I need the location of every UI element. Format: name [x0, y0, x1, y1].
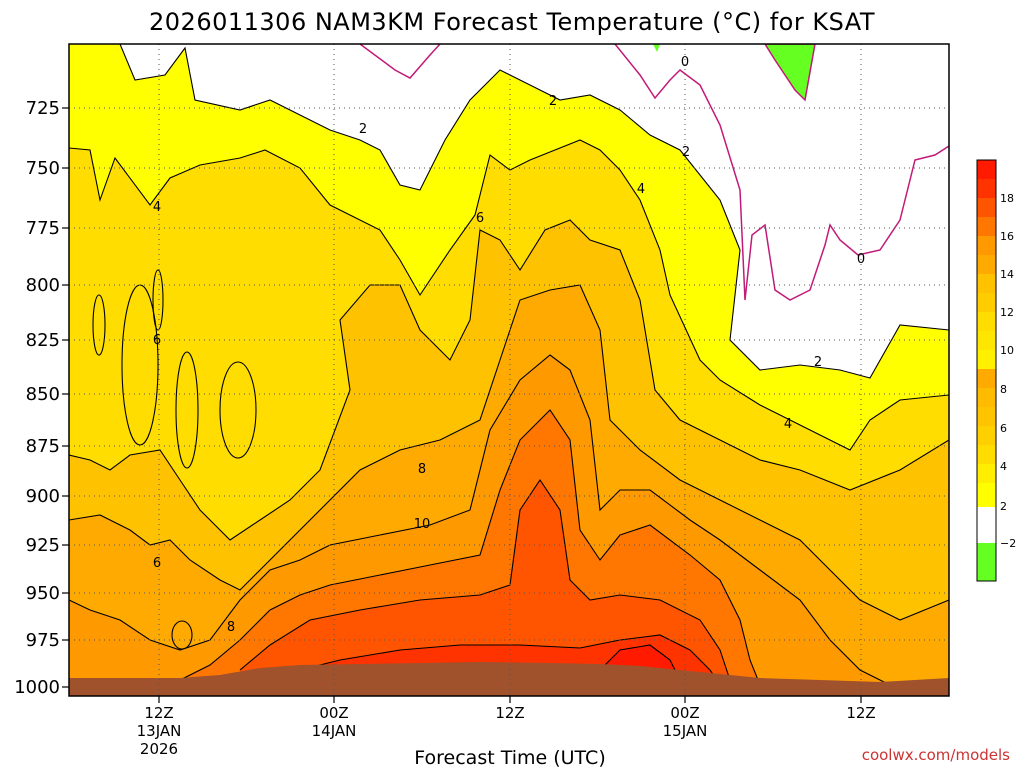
freezing-line	[359, 44, 949, 301]
band-minus-2-small	[653, 44, 660, 52]
contour-label-0-b: 0	[857, 252, 865, 267]
colorbar-label-12: 12	[1000, 306, 1014, 319]
band-minus-2	[764, 44, 816, 102]
colorbar-band-6	[977, 274, 996, 293]
colorbar-band-8	[977, 255, 996, 274]
x-tick-0-line3: 2026	[140, 740, 178, 758]
colorbar-label-4: 4	[1000, 460, 1007, 473]
colorbar-band-3-b	[977, 464, 996, 483]
colorbar-band-8-b	[977, 369, 996, 388]
plot-frame	[68, 43, 950, 697]
x-tick-3-line1: 00Z	[670, 704, 699, 722]
y-tick-775: 775	[26, 218, 60, 239]
y-tick-850: 850	[26, 384, 60, 405]
contour-label-6-b: 6	[153, 333, 161, 348]
gridlines	[69, 44, 949, 696]
contour-label-2-d: 2	[814, 355, 822, 370]
colorbar-band-0	[977, 507, 996, 543]
colorbar-band-3	[977, 331, 996, 350]
x-tick-4-line1: 12Z	[846, 704, 875, 722]
colorbar: 18 16 14 12 10 8 6 4 2 −2	[976, 159, 1016, 582]
x-axis: 12Z 13JAN 2026 00Z 14JAN 12Z 00Z 15JAN 1…	[137, 696, 876, 758]
contour-label-2-b: 2	[359, 122, 367, 137]
colorbar-label-16: 16	[1000, 230, 1014, 243]
colorbar-label-14: 14	[1000, 268, 1014, 281]
y-tick-1000: 1000	[14, 677, 60, 698]
x-tick-2-line1: 12Z	[495, 704, 524, 722]
x-tick-1-line1: 00Z	[319, 704, 348, 722]
colorbar-band-6-b	[977, 407, 996, 426]
x-tick-3-line2: 15JAN	[663, 722, 708, 740]
colorbar-band-5	[977, 293, 996, 312]
y-axis: 725 750 775 800 825 850 875 900 925 950 …	[14, 98, 69, 698]
y-tick-900: 900	[26, 486, 60, 507]
colorbar-label-8: 8	[1000, 383, 1007, 396]
y-tick-750: 750	[26, 158, 60, 179]
contour-label-0: 0	[681, 55, 689, 70]
colorbar-label-6: 6	[1000, 422, 1007, 435]
contour-label-10: 10	[414, 517, 431, 532]
y-tick-875: 875	[26, 436, 60, 457]
colorbar-band-18	[977, 160, 996, 179]
colorbar-band-2-a	[977, 350, 996, 369]
colorbar-label-minus-2: −2	[1000, 537, 1016, 550]
colorbar-band-12	[977, 217, 996, 236]
x-axis-label: Forecast Time (UTC)	[414, 747, 605, 768]
x-tick-0-line2: 13JAN	[137, 722, 182, 740]
band-14	[240, 480, 730, 686]
source-credit: coolwx.com/models	[862, 746, 1010, 764]
x-tick-0-line1: 12Z	[144, 704, 173, 722]
colorbar-band-5-b	[977, 426, 996, 445]
contour-label-6: 6	[476, 211, 484, 226]
colorbar-band-10	[977, 236, 996, 255]
colorbar-band-14	[977, 198, 996, 217]
contour-label-8: 8	[418, 462, 426, 477]
colorbar-label-18: 18	[1000, 192, 1014, 205]
contour-label-2: 2	[549, 94, 557, 109]
contour-label-2-c: 2	[682, 145, 690, 160]
colorbar-label-2: 2	[1000, 500, 1007, 513]
contour-label-4: 4	[153, 200, 161, 215]
x-tick-1-line2: 14JAN	[312, 722, 357, 740]
contour-label-4-b: 4	[637, 182, 645, 197]
y-tick-925: 925	[26, 535, 60, 556]
colorbar-frame	[976, 159, 997, 582]
y-tick-725: 725	[26, 98, 60, 119]
colorbar-band-4	[977, 312, 996, 331]
contour-lines	[69, 44, 949, 691]
colorbar-band-minus-2	[977, 543, 996, 581]
colorbar-band-4-b	[977, 445, 996, 464]
y-tick-950: 950	[26, 583, 60, 604]
terrain	[69, 662, 949, 696]
contour-label-8-b: 8	[227, 620, 235, 635]
y-tick-975: 975	[26, 630, 60, 651]
y-tick-800: 800	[26, 275, 60, 296]
chart-title: 2026011306 NAM3KM Forecast Temperature (…	[149, 8, 875, 36]
colorbar-band-16	[977, 179, 996, 198]
colorbar-band-7	[977, 388, 996, 407]
y-tick-825: 825	[26, 330, 60, 351]
contour-label-6-c: 6	[153, 556, 161, 571]
plot-field	[69, 44, 949, 696]
colorbar-band-2	[977, 483, 996, 507]
contour-label-4-c: 4	[784, 417, 792, 432]
colorbar-label-10: 10	[1000, 344, 1014, 357]
contour-label-group: 0 0 2 2 2 2 4 4 4 6 6 6 8 8 10	[153, 55, 865, 635]
